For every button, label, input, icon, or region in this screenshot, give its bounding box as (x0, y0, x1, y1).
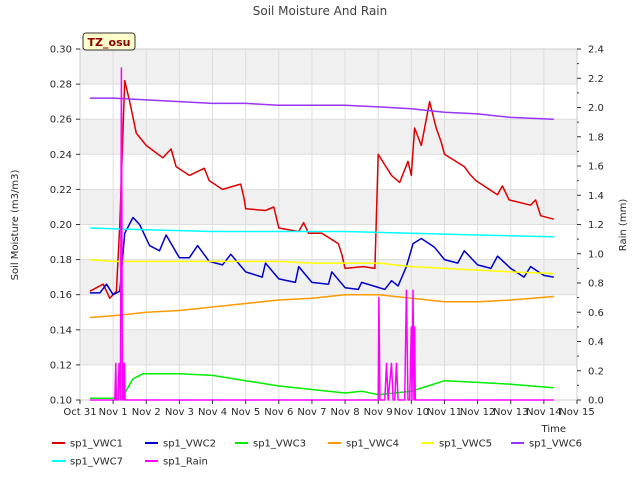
legend-label: sp1_VWC2 (163, 439, 216, 450)
site-badge-label: TZ_osu (88, 36, 131, 49)
background-band (80, 49, 577, 85)
y2-tick-label: 2.4 (588, 45, 604, 56)
x-tick-label: Nov 13 (493, 407, 528, 418)
x-tick-label: Nov 4 (198, 407, 227, 418)
series-line-sp1-rain (89, 67, 554, 401)
x-tick-label: Nov 1 (99, 407, 128, 418)
series-line-sp1-vwc2 (89, 216, 554, 296)
site-badge: TZ_osu (82, 32, 136, 51)
y2-tick-label: 0.2 (588, 366, 604, 377)
y-tick-label: 0.20 (50, 220, 72, 231)
y2-tick-label: 0.4 (588, 337, 604, 348)
y2-tick-label: 0.8 (588, 279, 604, 290)
y2-tick-label: 2.2 (588, 74, 604, 85)
y2-tick-label: 1.6 (588, 162, 604, 173)
y2-axis-label: Rain (mm) (618, 199, 629, 252)
y-tick-label: 0.30 (50, 45, 72, 56)
background-band (80, 84, 577, 120)
y-tick-label: 0.10 (50, 396, 72, 407)
y-tick-label: 0.22 (50, 185, 72, 196)
legend-label: sp1_Rain (163, 457, 208, 468)
x-tick-label: Nov 12 (460, 407, 495, 418)
background-band (80, 259, 577, 295)
x-tick-label: Nov 10 (394, 407, 429, 418)
x-tick-label: Oct 31 (63, 407, 96, 418)
x-tick-label: Nov 6 (264, 407, 293, 418)
y2-tick-label: 0.6 (588, 308, 604, 319)
legend-label: sp1_VWC3 (253, 439, 306, 450)
legend-label: sp1_VWC4 (346, 439, 399, 450)
x-tick-label: Nov 15 (559, 407, 594, 418)
legend-label: sp1_VWC7 (70, 457, 123, 468)
y-tick-label: 0.14 (50, 325, 72, 336)
series-line-sp1-vwc6 (89, 97, 554, 120)
series-line-sp1-vwc5 (89, 258, 554, 275)
series-line-sp1-vwc1 (89, 79, 554, 299)
axes: 0.10 0.12 0.14 0.16 0.18 0.20 0.22 0.24 0.26 0.28… (50, 45, 604, 419)
y2-tick-label: 0.0 (588, 396, 604, 407)
chart-title: Soil Moisture And Rain (253, 4, 388, 18)
x-tick-label: Nov 11 (427, 407, 462, 418)
y2-tick-label: 1.0 (588, 249, 604, 260)
legend-label: sp1_VWC1 (70, 439, 123, 450)
legend: sp1_VWC1 sp1_VWC2 sp1_VWC3 sp1_VWC4 sp1_VWC5… (52, 439, 582, 468)
background-band (80, 119, 577, 155)
background-band (80, 189, 577, 225)
y-tick-label: 0.24 (50, 150, 72, 161)
legend-label: sp1_VWC6 (529, 439, 582, 450)
series-line-sp1-vwc7 (89, 227, 554, 238)
site-badge-box (82, 32, 136, 51)
x-tick-label: Nov 3 (165, 407, 194, 418)
x-tick-label: Nov 5 (231, 407, 260, 418)
x-tick-label: Nov 9 (364, 407, 393, 418)
background-band (80, 364, 577, 400)
y-axis-label: Soil Moisture (m3/m3) (10, 170, 21, 281)
y2-tick-label: 1.4 (588, 191, 604, 202)
legend-label: sp1_VWC5 (439, 439, 492, 450)
background-band (80, 154, 577, 190)
x-axis-label: Time (541, 424, 566, 435)
y-tick-label: 0.26 (50, 115, 72, 126)
series-line-sp1-vwc3 (89, 372, 554, 399)
y-tick-label: 0.12 (50, 360, 72, 371)
x-tick-label: Nov 7 (297, 407, 326, 418)
x-tick-label: Nov 2 (132, 407, 161, 418)
y-tick-label: 0.18 (50, 255, 72, 266)
series-layer (89, 67, 554, 401)
y2-tick-label: 2.0 (588, 103, 604, 114)
y2-tick-label: 1.2 (588, 220, 604, 231)
series-line-sp1-vwc4 (89, 293, 554, 319)
x-tick-label: Nov 8 (331, 407, 360, 418)
background-band (80, 329, 577, 365)
x-tick-label: Nov 14 (526, 407, 561, 418)
y2-tick-label: 1.8 (588, 132, 604, 143)
y-tick-label: 0.28 (50, 80, 72, 91)
y-tick-label: 0.16 (50, 290, 72, 301)
